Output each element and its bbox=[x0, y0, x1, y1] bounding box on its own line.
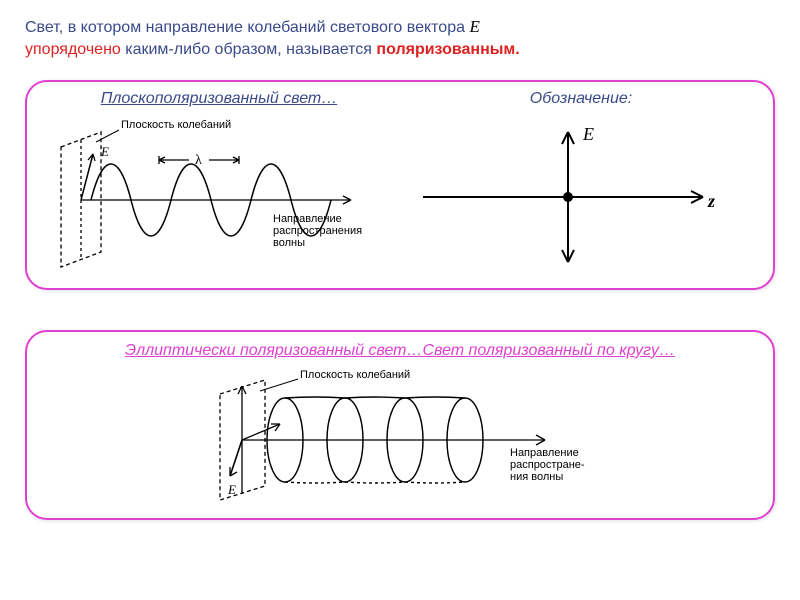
panel-plane-polarized: Плоскополяризованный свет… Обозначение: bbox=[25, 80, 775, 290]
spiral-dir1: Направление bbox=[510, 447, 579, 459]
arrows-e-label: E bbox=[582, 124, 594, 144]
spiral-diagram: Плоскость колебаний E Направление распро… bbox=[190, 366, 610, 511]
spiral-plane-label: Плоскость колебаний bbox=[300, 369, 410, 381]
arrows-svg: E z bbox=[403, 112, 733, 272]
arrows-z-label: z bbox=[707, 191, 715, 211]
e-vector-symbol: E bbox=[469, 17, 479, 36]
panel-elliptical: Эллиптически поляризованный свет…Свет по… bbox=[25, 330, 775, 520]
wave-diagram: E λ Плоскость колебаний Направление расп… bbox=[41, 112, 397, 274]
wave-lambda-label: λ bbox=[195, 153, 202, 168]
spiral-e-label: E bbox=[227, 482, 236, 497]
wave-e-label: E bbox=[100, 144, 109, 159]
wave-dir2: распространения bbox=[273, 225, 362, 237]
intro-text: Свет, в котором направление колебаний св… bbox=[25, 15, 775, 62]
wave-svg: E λ Плоскость колебаний Направление расп… bbox=[41, 112, 386, 272]
panel2-title: Эллиптически поляризованный свет…Свет по… bbox=[125, 340, 675, 366]
wave-plane-label: Плоскость колебаний bbox=[121, 119, 231, 131]
spiral-dir3: ния волны bbox=[510, 471, 563, 483]
panel1-title-left: Плоскополяризованный свет… bbox=[41, 90, 397, 112]
intro-rest: каким-либо образом, называется bbox=[121, 41, 377, 58]
intro-line1a: Свет, в котором направление колебаний св… bbox=[25, 19, 469, 36]
intro-polarized: поляризованным. bbox=[376, 41, 519, 58]
spiral-dir2: распростране- bbox=[510, 459, 585, 471]
wave-dir3: волны bbox=[273, 237, 305, 249]
arrows-diagram: E z bbox=[403, 112, 759, 274]
wave-dir1: Направление bbox=[273, 213, 342, 225]
intro-ordered: упорядочено bbox=[25, 41, 121, 58]
spiral-svg: Плоскость колебаний E Направление распро… bbox=[190, 366, 610, 511]
panel1-title-right: Обозначение: bbox=[403, 90, 759, 112]
